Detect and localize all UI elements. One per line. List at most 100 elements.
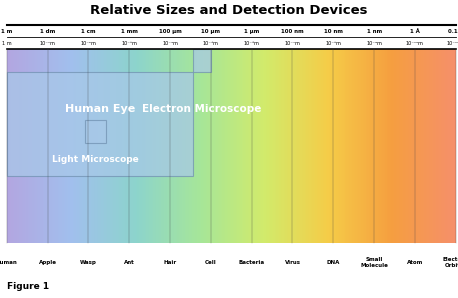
Bar [279, 49, 281, 243]
Bar [363, 49, 365, 243]
Bar [454, 49, 456, 243]
Bar [252, 49, 254, 243]
Bar [299, 49, 300, 243]
Bar [213, 49, 215, 243]
Bar [204, 49, 206, 243]
Bar [49, 49, 50, 243]
Bar [225, 49, 227, 243]
Bar [328, 49, 330, 243]
Bar [125, 49, 126, 243]
Bar [266, 49, 267, 243]
Bar [276, 49, 278, 243]
Bar [109, 49, 110, 243]
Bar [112, 49, 113, 243]
Bar [103, 49, 104, 243]
Text: Hair: Hair [164, 260, 177, 265]
Bar [207, 49, 209, 243]
Text: 1 mm: 1 mm [121, 29, 138, 34]
Bar [249, 49, 251, 243]
Bar [179, 49, 180, 243]
Text: Light Microscope: Light Microscope [52, 155, 139, 164]
Bar [334, 49, 336, 243]
Bar [140, 49, 142, 243]
Bar [97, 49, 98, 243]
Bar [147, 49, 149, 243]
Bar [23, 49, 25, 243]
Bar [284, 49, 285, 243]
Bar [192, 49, 194, 243]
Text: Figure 1: Figure 1 [7, 282, 49, 291]
Bar [196, 49, 197, 243]
Bar [143, 49, 145, 243]
Bar [392, 49, 393, 243]
Bar [46, 49, 47, 243]
Text: Atom: Atom [407, 260, 423, 265]
Bar [295, 49, 297, 243]
Bar [50, 49, 52, 243]
Bar [64, 49, 65, 243]
Bar [180, 49, 182, 243]
Bar [293, 49, 294, 243]
Text: Cell: Cell [205, 260, 217, 265]
Bar [418, 49, 420, 243]
Bar [243, 49, 245, 243]
Bar [59, 49, 61, 243]
Bar [210, 49, 212, 243]
Bar [351, 49, 353, 243]
Text: 10⁻¹¹m: 10⁻¹¹m [447, 41, 458, 46]
Bar [116, 49, 118, 243]
Bar [62, 49, 64, 243]
Bar [305, 49, 306, 243]
Bar [26, 49, 28, 243]
Bar [433, 49, 435, 243]
Bar [222, 49, 224, 243]
Bar [302, 49, 303, 243]
Bar [118, 49, 119, 243]
Bar [22, 49, 23, 243]
Bar [152, 49, 153, 243]
Bar [320, 49, 321, 243]
Bar [17, 49, 19, 243]
Bar [264, 49, 266, 243]
Bar [137, 49, 138, 243]
Bar [353, 49, 354, 243]
Bar [409, 49, 411, 243]
Bar [95, 49, 97, 243]
Bar [430, 49, 432, 243]
Bar [406, 49, 408, 243]
Bar [79, 49, 80, 243]
Text: 10⁻¹⁰m: 10⁻¹⁰m [406, 41, 424, 46]
Bar [426, 49, 427, 243]
Text: Apple: Apple [38, 260, 57, 265]
Bar [61, 49, 62, 243]
Bar [190, 49, 191, 243]
Bar [228, 49, 230, 243]
Bar [216, 49, 218, 243]
Text: 10⁻⁸m: 10⁻⁸m [325, 41, 341, 46]
Bar [128, 49, 130, 243]
Bar [402, 49, 403, 243]
Bar [366, 49, 367, 243]
Bar [421, 49, 423, 243]
Bar [273, 49, 275, 243]
Bar [344, 49, 345, 243]
Bar [275, 49, 276, 243]
Bar [91, 49, 92, 243]
Bar [114, 49, 116, 243]
Bar [132, 49, 134, 243]
Bar [233, 49, 234, 243]
Bar [174, 49, 176, 243]
Bar [134, 49, 136, 243]
Bar [367, 49, 369, 243]
Bar [345, 49, 347, 243]
Text: 10⁻⁵m: 10⁻⁵m [203, 41, 219, 46]
Bar [285, 49, 287, 243]
Bar [316, 49, 318, 243]
Bar [56, 49, 58, 243]
Bar [306, 49, 308, 243]
Bar [330, 49, 332, 243]
Bar [336, 49, 338, 243]
Text: 1 dm: 1 dm [40, 29, 55, 34]
Bar [219, 49, 221, 243]
Bar [186, 49, 188, 243]
